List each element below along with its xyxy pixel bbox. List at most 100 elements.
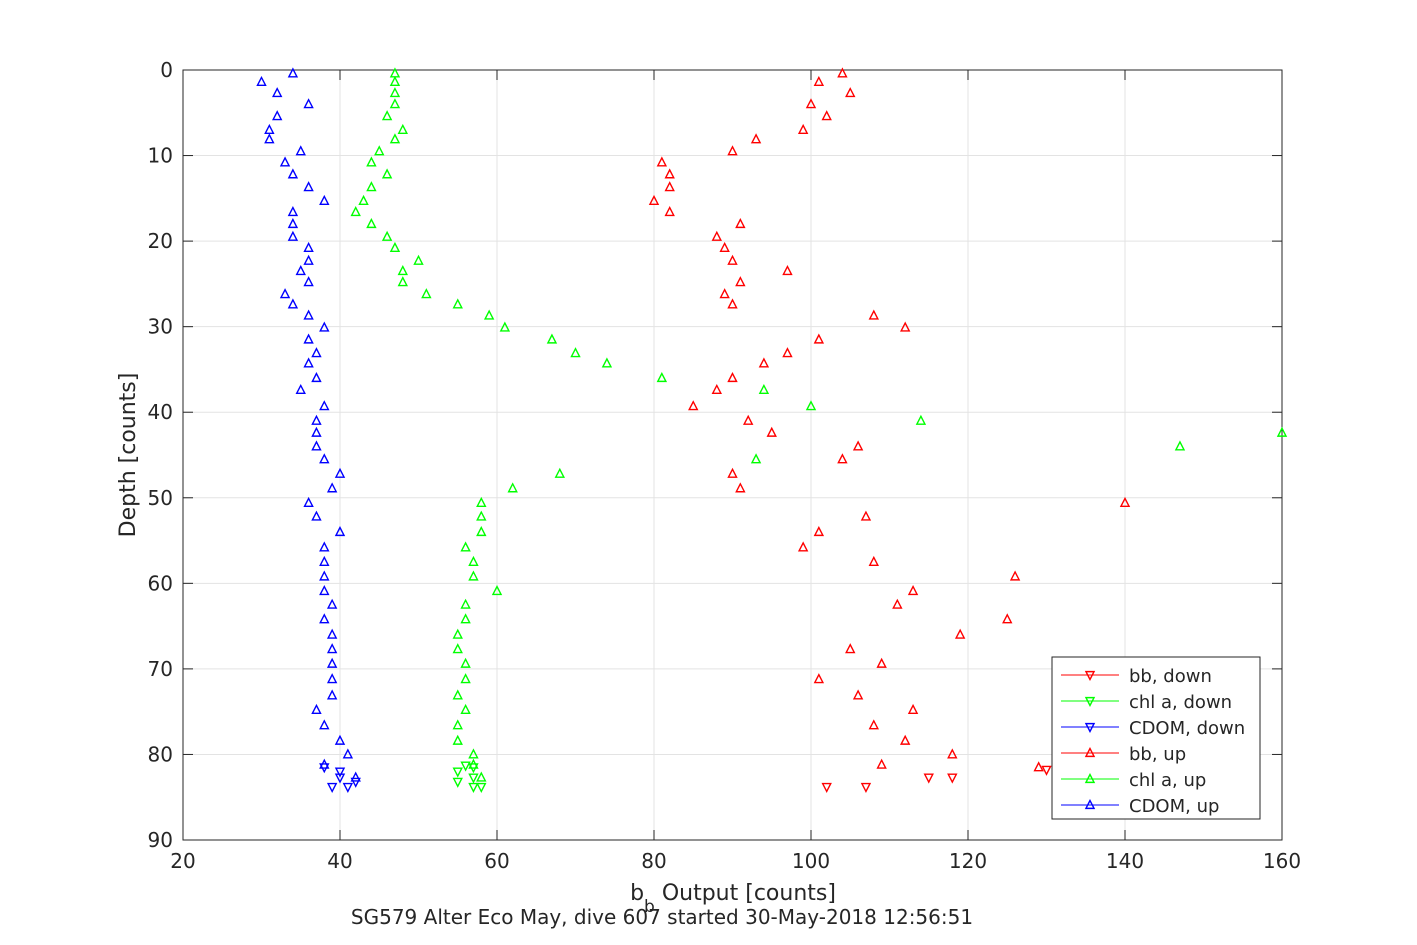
data-point bbox=[782, 265, 793, 276]
data-point bbox=[460, 703, 471, 715]
data-point bbox=[554, 467, 565, 478]
data-point bbox=[876, 657, 887, 668]
data-point bbox=[468, 555, 479, 567]
data-point bbox=[319, 758, 330, 769]
data-point bbox=[311, 703, 322, 715]
data-point bbox=[413, 254, 424, 265]
data-point bbox=[476, 496, 487, 507]
data-point bbox=[460, 541, 471, 552]
data-point bbox=[303, 276, 314, 287]
x-tick-label: 160 bbox=[1263, 849, 1301, 873]
data-point bbox=[923, 773, 934, 784]
data-point bbox=[711, 383, 722, 395]
data-point bbox=[735, 276, 746, 287]
data-point bbox=[303, 333, 314, 344]
data-point bbox=[319, 194, 330, 205]
data-point bbox=[389, 87, 401, 98]
data-point bbox=[860, 510, 872, 521]
data-point bbox=[845, 87, 856, 98]
data-point bbox=[546, 333, 558, 344]
data-point bbox=[727, 254, 738, 265]
data-point bbox=[648, 194, 660, 205]
data-point bbox=[397, 265, 408, 276]
data-point bbox=[350, 205, 361, 217]
data-point bbox=[358, 194, 369, 205]
legend-entries: bb, down chl a, down CDOM, down bb, up chl a… bbox=[1061, 666, 1245, 817]
axes-box bbox=[182, 69, 1283, 841]
data-point bbox=[342, 782, 354, 793]
data-point bbox=[656, 156, 668, 167]
data-point bbox=[326, 782, 338, 793]
y-tick-label: 40 bbox=[148, 400, 173, 424]
data-point bbox=[389, 75, 401, 87]
data-point bbox=[452, 719, 463, 730]
data-point bbox=[272, 87, 283, 98]
data-point bbox=[366, 217, 377, 229]
data-point bbox=[319, 453, 330, 464]
data-point bbox=[460, 761, 471, 772]
data-point bbox=[750, 453, 762, 464]
data-point bbox=[1174, 440, 1186, 451]
data-point bbox=[868, 309, 879, 320]
legend-label: bb, down bbox=[1129, 666, 1212, 687]
data-point bbox=[342, 748, 354, 759]
data-point bbox=[491, 585, 503, 596]
data-point bbox=[326, 628, 338, 639]
data-point bbox=[499, 321, 511, 332]
data-point bbox=[295, 145, 306, 156]
legend-marker bbox=[1084, 696, 1096, 708]
data-point bbox=[256, 75, 267, 87]
data-point bbox=[295, 265, 306, 276]
data-point bbox=[326, 598, 338, 609]
data-point bbox=[334, 773, 346, 784]
data-point bbox=[664, 181, 675, 192]
data-point bbox=[389, 98, 401, 109]
data-point bbox=[452, 643, 463, 654]
data-point bbox=[852, 440, 864, 451]
data-point bbox=[421, 288, 432, 299]
data-point bbox=[766, 426, 777, 437]
data-point bbox=[664, 205, 675, 217]
data-point bbox=[476, 771, 487, 782]
data-point bbox=[334, 767, 346, 778]
data-point bbox=[264, 123, 275, 134]
data-point bbox=[374, 145, 385, 156]
data-point bbox=[287, 168, 299, 179]
data-point bbox=[845, 643, 856, 654]
data-point bbox=[900, 734, 911, 745]
y-axis-label: Depth [counts] bbox=[116, 373, 141, 538]
data-point bbox=[1033, 761, 1044, 772]
data-point bbox=[303, 98, 314, 109]
data-point bbox=[664, 168, 675, 179]
data-point bbox=[287, 230, 299, 241]
data-point bbox=[805, 400, 817, 411]
data-point bbox=[821, 110, 832, 121]
data-point bbox=[452, 689, 463, 700]
legend-label: CDOM, down bbox=[1129, 718, 1245, 739]
data-point bbox=[279, 156, 291, 167]
data-point bbox=[272, 110, 283, 121]
data-point bbox=[688, 400, 699, 411]
data-point bbox=[476, 510, 487, 521]
legend-label: chl a, down bbox=[1129, 692, 1232, 713]
data-point bbox=[334, 734, 346, 745]
legend-label: chl a, up bbox=[1129, 770, 1206, 791]
data-point bbox=[1002, 613, 1013, 624]
data-point bbox=[476, 525, 487, 537]
y-tick-label: 20 bbox=[148, 229, 173, 253]
data-point bbox=[381, 230, 393, 241]
data-point bbox=[852, 689, 864, 700]
data-point bbox=[947, 748, 958, 759]
legend-marker bbox=[1084, 772, 1096, 784]
data-point bbox=[326, 657, 338, 668]
data-point bbox=[452, 767, 463, 778]
data-point bbox=[570, 347, 581, 358]
data-point bbox=[319, 541, 330, 552]
data-point bbox=[311, 414, 322, 425]
data-point bbox=[460, 613, 471, 624]
data-point bbox=[727, 371, 738, 383]
data-point bbox=[468, 570, 479, 581]
data-point bbox=[326, 689, 338, 700]
data-point bbox=[468, 758, 479, 769]
x-axis-label-subscript: b bbox=[644, 897, 655, 917]
